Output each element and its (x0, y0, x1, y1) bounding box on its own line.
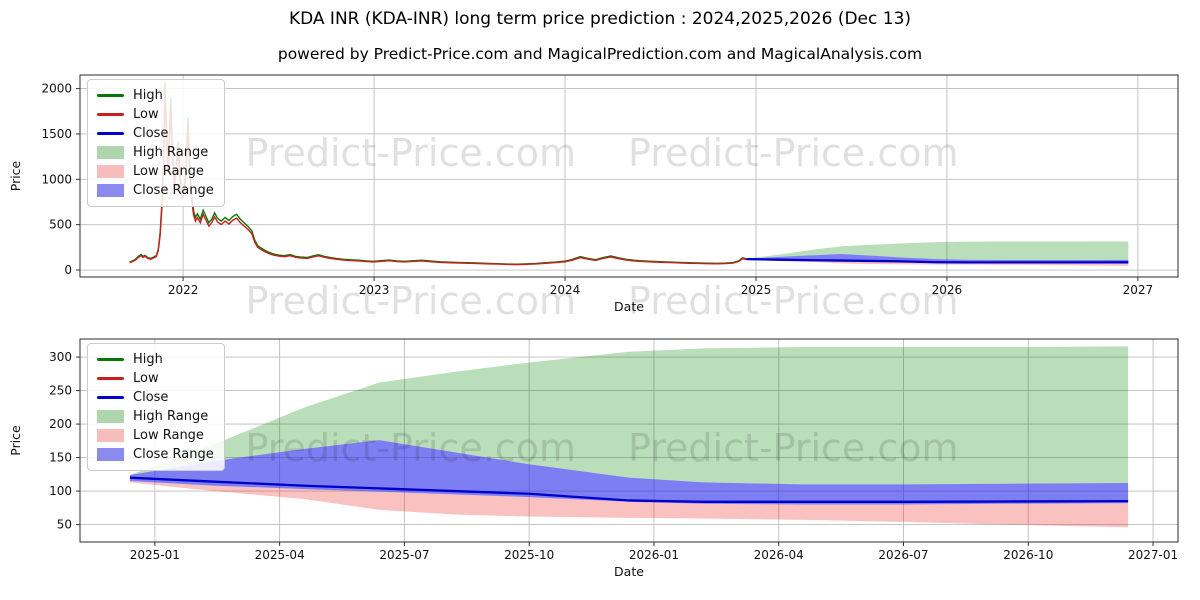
bottom-xaxis-label: Date (614, 564, 644, 579)
legend-label: Low Range (133, 428, 204, 443)
bottom-chart: 2025-01 2025-04 2025-07 2025-10 2026-01 2026-… (8, 338, 1179, 579)
close-line-swatch (97, 396, 124, 399)
legend-item-low: Low (97, 369, 215, 388)
low-range-swatch (97, 165, 124, 178)
x-tick-label: 2024 (550, 283, 581, 297)
legend-item-low-range: Low Range (97, 426, 215, 445)
legend-item-low-range: Low Range (97, 162, 215, 181)
legend-label: Close Range (133, 447, 214, 462)
top-chart: 2022 2023 2024 2025 2026 2027 0 500 1000 1500 2000… (8, 74, 1179, 314)
legend-item-low: Low (97, 105, 215, 124)
close-line-swatch (97, 132, 124, 135)
x-tick-label: 2025-04 (255, 548, 305, 562)
y-tick-label: 2000 (41, 82, 72, 96)
close-range-swatch (97, 184, 124, 197)
legend-label: Low (133, 371, 159, 386)
x-tick-label: 2025-07 (379, 548, 429, 562)
legend-label: Low (133, 107, 159, 122)
y-tick-label: 500 (49, 218, 72, 232)
chart-title: KDA INR (KDA-INR) long term price predic… (288, 9, 912, 29)
x-tick-label: 2027-01 (1128, 548, 1178, 562)
y-tick-label: 100 (49, 484, 72, 498)
plot-background (80, 75, 1178, 277)
legend-label: Close Range (133, 183, 214, 198)
low-range-swatch (97, 429, 124, 442)
x-tick-label: 2026 (932, 283, 963, 297)
top-xaxis-label: Date (614, 299, 644, 314)
y-tick-label: 1000 (41, 172, 72, 186)
x-tick-label: 2026-01 (629, 548, 679, 562)
legend-item-high: High (97, 350, 215, 369)
x-tick-label: 2026-10 (1003, 548, 1053, 562)
high-line-swatch (97, 358, 124, 361)
legend-label: Close (133, 390, 169, 405)
bottom-legend: High Low Close High Range Low Range Clos… (87, 343, 225, 471)
y-tick-label: 200 (49, 417, 72, 431)
y-tick-label: 1500 (41, 127, 72, 141)
y-tick-label: 250 (49, 384, 72, 398)
y-tick-label: 50 (57, 518, 72, 532)
x-tick-label: 2025 (741, 283, 772, 297)
legend-label: High (133, 352, 163, 367)
x-tick-label: 2027 (1123, 283, 1154, 297)
x-tick-label: 2026-04 (754, 548, 804, 562)
legend-item-high-range: High Range (97, 143, 215, 162)
x-tick-label: 2026-07 (878, 548, 928, 562)
y-tick-label: 0 (64, 263, 72, 277)
plot-background (80, 339, 1178, 542)
y-tick-label: 150 (49, 451, 72, 465)
high-range-swatch (97, 410, 124, 423)
x-tick-label: 2022 (168, 283, 199, 297)
high-line-swatch (97, 94, 124, 97)
close-range-swatch (97, 448, 124, 461)
legend-item-close-range: Close Range (97, 445, 215, 464)
legend-label: Low Range (133, 164, 204, 179)
top-legend: High Low Close High Range Low Range Clos… (87, 79, 225, 207)
legend-item-close: Close (97, 388, 215, 407)
plot-border (79, 338, 1179, 543)
legend-label: High Range (133, 145, 209, 160)
legend-label: High Range (133, 409, 209, 424)
x-tick-label: 2023 (359, 283, 390, 297)
high-range-band (746, 241, 1129, 261)
y-tick-label: 300 (49, 350, 72, 364)
x-tick-label: 2025-10 (504, 548, 554, 562)
plot-border (79, 74, 1179, 278)
close-prediction-line (129, 476, 1129, 503)
legend-label: High (133, 88, 163, 103)
legend-label: Close (133, 126, 169, 141)
legend-item-high-range: High Range (97, 407, 215, 426)
bottom-yaxis-label: Price (8, 425, 23, 456)
legend-item-close-range: Close Range (97, 181, 215, 200)
x-tick-label: 2025-01 (130, 548, 180, 562)
close-prediction-line (746, 257, 1129, 264)
high-range-band (129, 346, 1129, 485)
chart-subtitle: powered by Predict-Price.com and Magical… (277, 45, 923, 63)
legend-item-high: High (97, 86, 215, 105)
low-line-swatch (97, 113, 124, 116)
low-range-band (129, 481, 1129, 528)
high-range-swatch (97, 146, 124, 159)
top-yaxis-label: Price (8, 160, 23, 191)
low-line-swatch (97, 377, 124, 380)
legend-item-close: Close (97, 124, 215, 143)
